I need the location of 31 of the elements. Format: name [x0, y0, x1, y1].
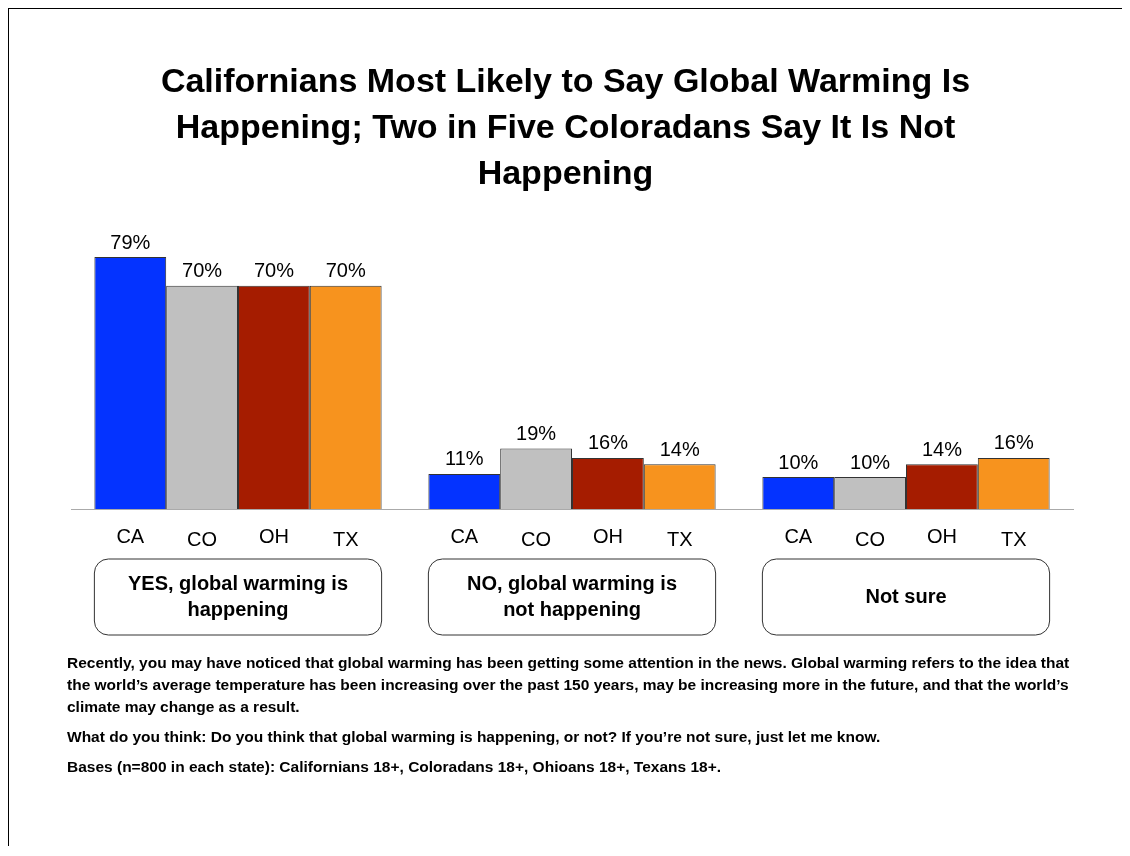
- chart-title: Californians Most Likely to Say Global Warming Is Happening; Two in Five Coloradans Say It Is Not Happening: [159, 60, 972, 193]
- text: CO: [521, 527, 552, 550]
- series-label: TX: [332, 527, 359, 550]
- x-tick-label: YES, global warming is happening: [127, 571, 349, 620]
- data-label: 79%: [110, 230, 151, 253]
- text: Bases (n=800 in each state): Californians 18+, Coloradans 18+, Ohioans 18+, Texans 18+.: [67, 757, 722, 777]
- data-label: 11%: [445, 447, 484, 470]
- data-label: 10%: [850, 450, 891, 473]
- x-tick-label: Not sure: [865, 584, 947, 607]
- series-label: CO: [187, 527, 218, 550]
- data-label: 70%: [182, 259, 223, 282]
- data-label: 70%: [253, 259, 295, 282]
- data-label: 14%: [921, 437, 963, 460]
- text: CO: [855, 527, 886, 550]
- data-label: 70%: [325, 259, 366, 282]
- data-label: 16%: [587, 431, 629, 454]
- text: OH: [926, 524, 957, 547]
- text: CA: [784, 524, 813, 547]
- data-label: 10%: [778, 450, 819, 473]
- text: CA: [450, 524, 479, 547]
- x-tick-label: NO, global warming is not happening: [466, 571, 678, 620]
- series-label: OH: [258, 524, 289, 547]
- data-label: 14%: [659, 437, 700, 460]
- text: TX: [1000, 527, 1027, 550]
- text: OH: [592, 524, 623, 547]
- data-label: 16%: [993, 431, 1034, 454]
- text: TX: [666, 527, 693, 550]
- text: What do you think: Do you think that global warming is happening, or not? If you’re not sure, just let me know.: [67, 727, 882, 747]
- text: Recently, you may have noticed that global warming has been getting some attention in the news. Global warming refers to the idea that the world’s average temperature has been increasing over the past 150 years, may be increasing more in the future, and that the world’s climate may change as a result.: [67, 653, 1071, 717]
- series-label: CA: [116, 524, 145, 547]
- data-label: 19%: [516, 421, 557, 444]
